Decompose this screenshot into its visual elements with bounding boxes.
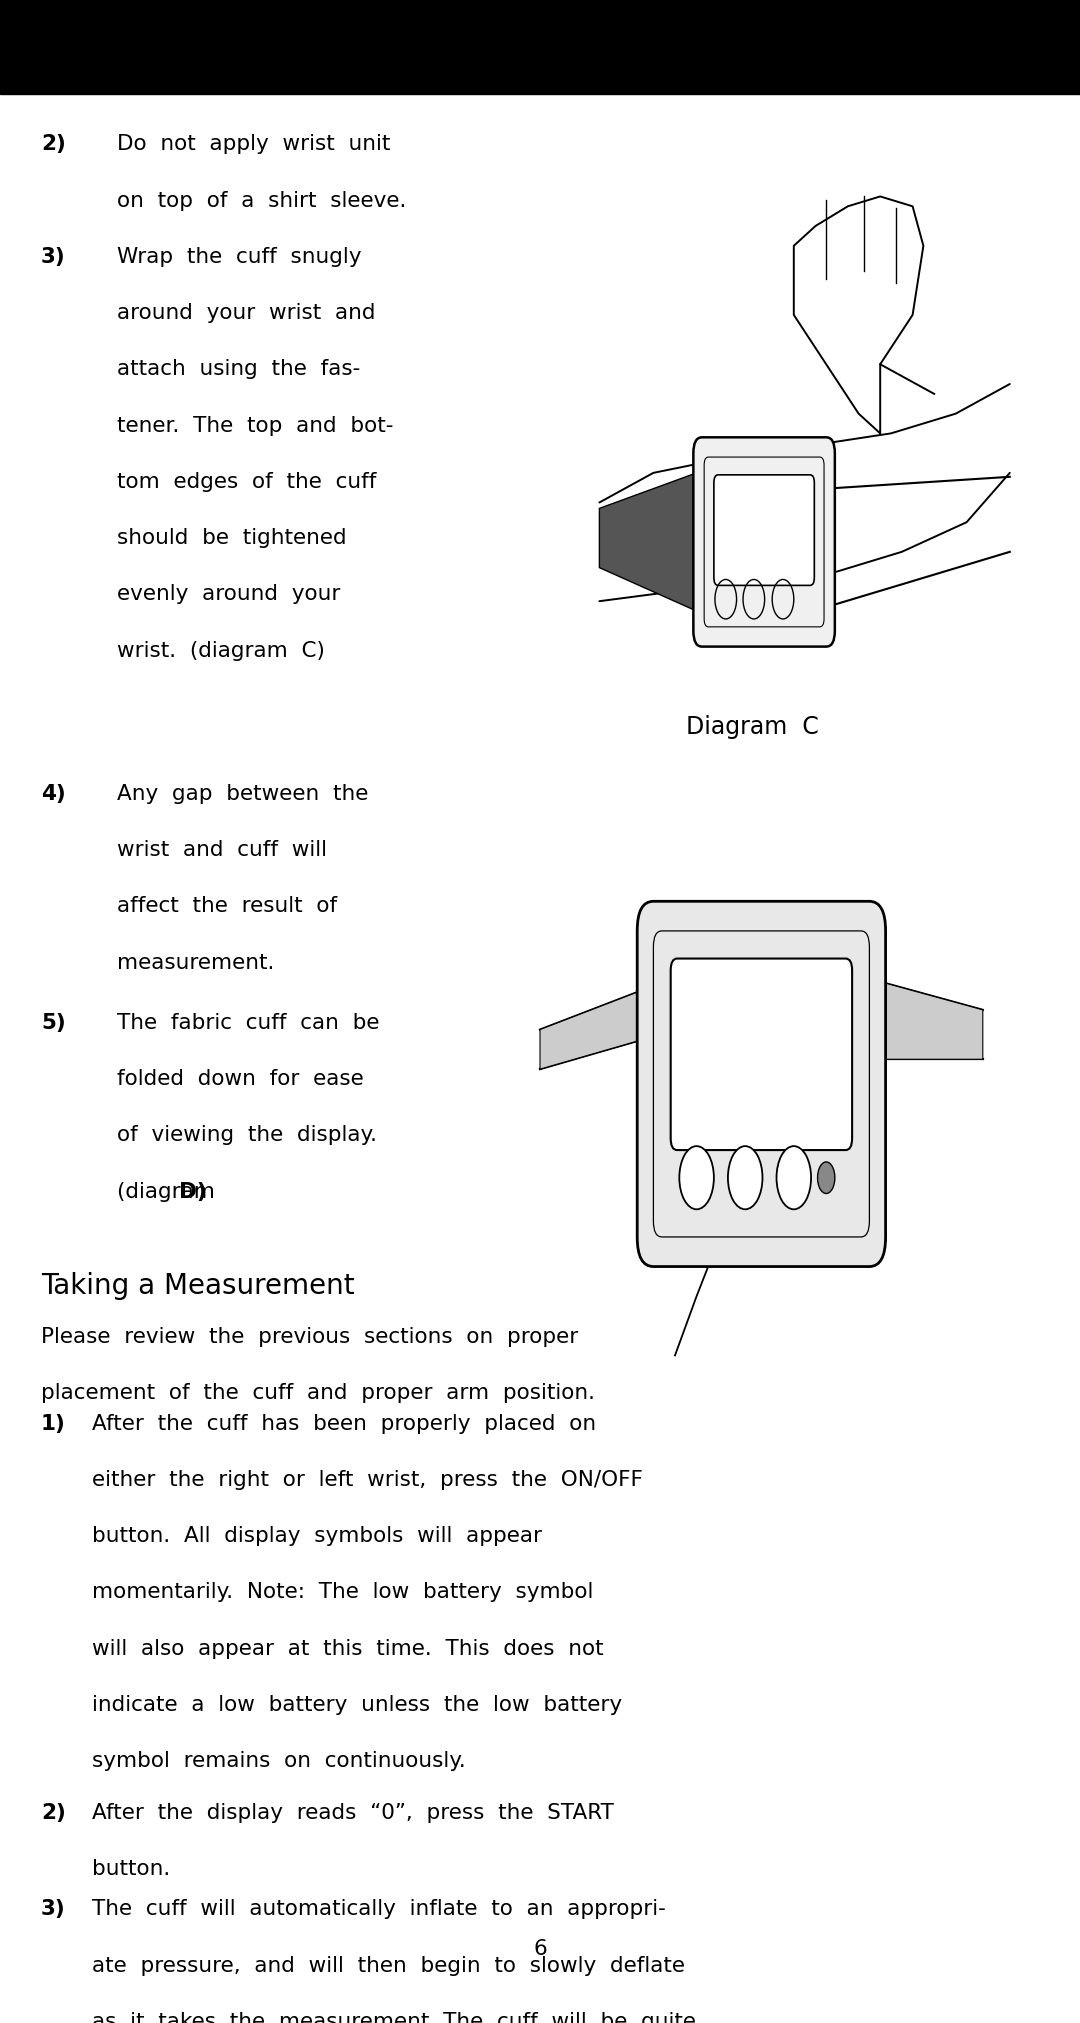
Polygon shape (540, 991, 643, 1070)
Text: button.: button. (92, 1857, 170, 1877)
Text: Do  not  apply  wrist  unit: Do not apply wrist unit (117, 134, 390, 154)
Text: Diagram  D: Diagram D (653, 1218, 788, 1242)
Text: ate  pressure,  and  will  then  begin  to  slowly  deflate: ate pressure, and will then begin to slo… (92, 1954, 685, 1974)
Text: button.  All  display  symbols  will  appear: button. All display symbols will appear (92, 1525, 542, 1546)
Text: wrist  and  cuff  will: wrist and cuff will (117, 840, 326, 860)
Text: After  the  display  reads  “0”,  press  the  START: After the display reads “0”, press the S… (92, 1802, 613, 1823)
Text: Diagram  C: Diagram C (686, 714, 819, 738)
Bar (0, 0, 1080, 95)
Text: 1): 1) (41, 1412, 66, 1432)
FancyBboxPatch shape (671, 959, 852, 1151)
Text: tener.  The  top  and  bot-: tener. The top and bot- (117, 415, 393, 435)
Text: Any  gap  between  the: Any gap between the (117, 783, 368, 803)
Text: D): D) (179, 1181, 207, 1202)
Text: 5): 5) (41, 1012, 66, 1032)
Text: (diagram: (diagram (117, 1181, 228, 1202)
Text: The  cuff  will  automatically  inflate  to  an  appropri-: The cuff will automatically inflate to a… (92, 1898, 665, 1918)
Polygon shape (875, 981, 983, 1060)
Text: 2): 2) (41, 1802, 66, 1823)
Text: should  be  tightened: should be tightened (117, 528, 347, 548)
Text: Taking a Measurement: Taking a Measurement (41, 1270, 354, 1299)
Text: on  top  of  a  shirt  sleeve.: on top of a shirt sleeve. (117, 190, 406, 210)
Text: affect  the  result  of: affect the result of (117, 896, 337, 916)
FancyBboxPatch shape (637, 902, 886, 1266)
Text: The  fabric  cuff  can  be: The fabric cuff can be (117, 1012, 379, 1032)
Text: Wrap  the  cuff  snugly: Wrap the cuff snugly (117, 247, 361, 267)
Circle shape (679, 1147, 714, 1210)
Text: around  your  wrist  and: around your wrist and (117, 303, 375, 324)
Circle shape (728, 1147, 762, 1210)
Text: After  the  cuff  has  been  properly  placed  on: After the cuff has been properly placed … (92, 1412, 596, 1432)
Text: will  also  appear  at  this  time.  This  does  not: will also appear at this time. This does… (92, 1639, 604, 1659)
Text: Please  review  the  previous  sections  on  proper: Please review the previous sections on p… (41, 1327, 578, 1345)
Text: 2): 2) (41, 134, 66, 154)
Polygon shape (599, 473, 697, 611)
Text: wrist.  (diagram  C): wrist. (diagram C) (117, 641, 324, 659)
Text: tom  edges  of  the  cuff: tom edges of the cuff (117, 471, 376, 492)
Text: 6: 6 (534, 1938, 546, 1958)
FancyBboxPatch shape (714, 475, 814, 587)
Text: measurement.: measurement. (117, 953, 274, 973)
Text: 4): 4) (41, 783, 66, 803)
Text: 3): 3) (41, 247, 66, 267)
Text: of  viewing  the  display.: of viewing the display. (117, 1125, 377, 1145)
Text: momentarily.  Note:  The  low  battery  symbol: momentarily. Note: The low battery symbo… (92, 1582, 593, 1602)
Text: as  it  takes  the  measurement  The  cuff  will  be  quite: as it takes the measurement The cuff wil… (92, 2011, 696, 2023)
Text: indicate  a  low  battery  unless  the  low  battery: indicate a low battery unless the low ba… (92, 1693, 622, 1713)
Circle shape (777, 1147, 811, 1210)
Text: 3): 3) (41, 1898, 66, 1918)
Text: evenly  around  your: evenly around your (117, 585, 340, 605)
FancyBboxPatch shape (693, 439, 835, 647)
Text: either  the  right  or  left  wrist,  press  the  ON/OFF: either the right or left wrist, press th… (92, 1469, 643, 1489)
Text: symbol  remains  on  continuously.: symbol remains on continuously. (92, 1750, 465, 1770)
Circle shape (818, 1163, 835, 1194)
Text: folded  down  for  ease: folded down for ease (117, 1068, 363, 1088)
Text: placement  of  the  cuff  and  proper  arm  position.: placement of the cuff and proper arm pos… (41, 1382, 595, 1402)
Text: attach  using  the  fas-: attach using the fas- (117, 360, 360, 378)
